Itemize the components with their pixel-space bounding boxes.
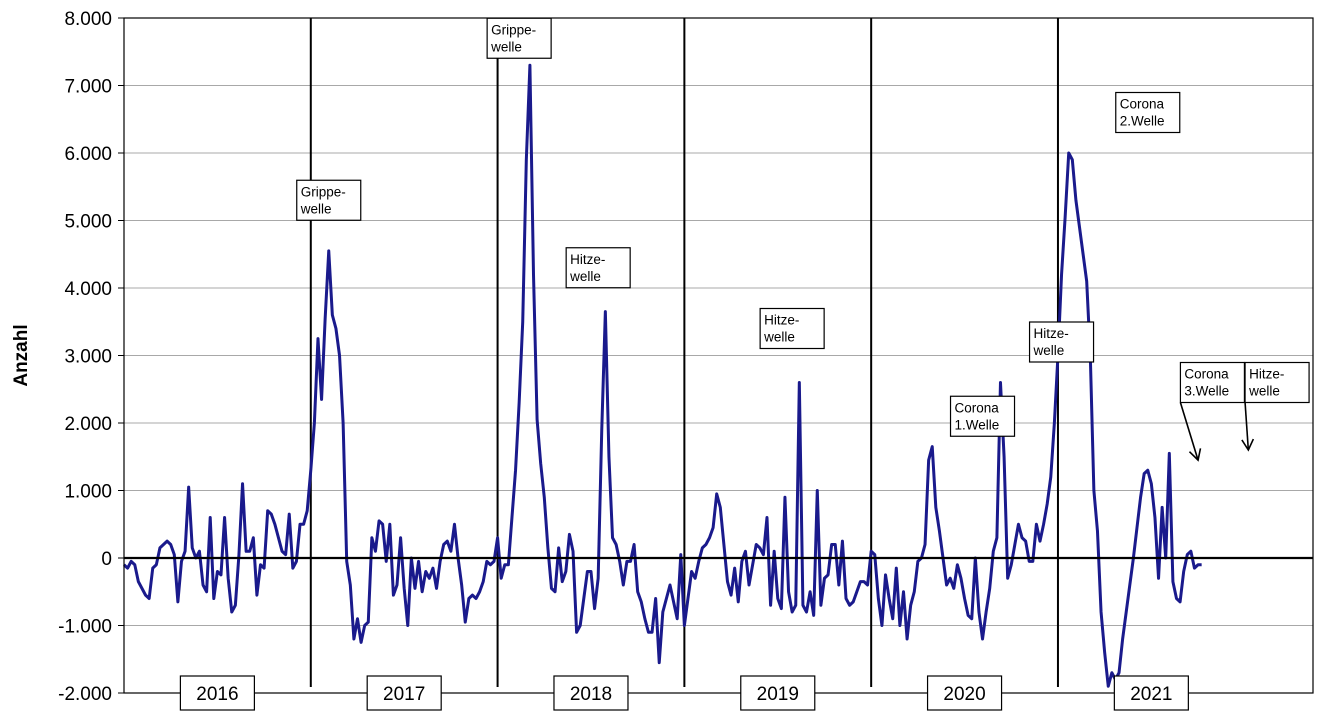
annotation-box xyxy=(296,179,362,221)
year-label: 2021 xyxy=(1130,684,1172,705)
year-label: 2018 xyxy=(570,684,612,705)
y-axis-ticks: 8.000 7.000 6.000 5.000 4.000 3.000 2.000 1.000… xyxy=(58,9,124,705)
annotation-text: welle xyxy=(763,330,795,345)
annotation-box xyxy=(1115,91,1181,134)
data-series xyxy=(122,63,1202,688)
annotation-text: Hitze- xyxy=(570,252,605,267)
annotation-text: 2.Welle xyxy=(1120,114,1165,129)
y-tick-label: 6.000 xyxy=(64,144,112,165)
annotation-text: Corona xyxy=(955,400,1000,415)
year-label: 2016 xyxy=(196,684,238,705)
annotation-text: welle xyxy=(300,201,332,216)
year-labels: 2016 2017 2018 2019 2020 2021 xyxy=(179,675,1189,711)
plot-frame xyxy=(123,17,1314,694)
annotation-box xyxy=(486,17,552,59)
annotation-box xyxy=(1028,321,1095,363)
annotation-box xyxy=(565,247,631,289)
y-tick-label: 5.000 xyxy=(64,212,112,233)
annotation-arrow xyxy=(1244,402,1250,451)
annotation-text: welle xyxy=(1248,384,1280,399)
y-tick-label: 0 xyxy=(101,549,112,570)
annotation-box xyxy=(1244,361,1310,404)
annotation-text: 1.Welle xyxy=(955,417,1000,432)
annotation-text: Hitze- xyxy=(1249,367,1284,382)
annotation-text: 3.Welle xyxy=(1184,384,1229,399)
annotation-text: Corona xyxy=(1120,97,1165,112)
annotation-arrow xyxy=(1179,402,1199,461)
year-label-box xyxy=(740,675,816,711)
annotation-text: Hitze- xyxy=(1034,326,1069,341)
y-tick-label: 7.000 xyxy=(64,77,112,98)
annotation-text: welle xyxy=(569,269,601,284)
annotation-box xyxy=(949,395,1016,437)
year-label: 2019 xyxy=(757,684,799,705)
y-tick-label: 2.000 xyxy=(64,414,112,435)
year-label-box xyxy=(1113,675,1189,711)
annotation-text: Hitze- xyxy=(764,313,799,328)
arrow-head-icon xyxy=(1241,438,1255,452)
y-axis-title: Anzahl xyxy=(11,324,32,386)
plot-border xyxy=(123,17,1314,694)
annotation-box xyxy=(759,307,825,350)
year-label: 2017 xyxy=(383,684,425,705)
year-label-box xyxy=(366,675,442,711)
annotations: Grippe-welle Grippe-welle Hitze-welle Hitze… xyxy=(296,17,1310,462)
annotation-text: Grippe- xyxy=(491,22,536,37)
year-label-box xyxy=(553,675,629,711)
y-tick-label: 8.000 xyxy=(64,9,112,30)
year-label-box xyxy=(179,675,255,711)
y-tick-label: 4.000 xyxy=(64,279,112,300)
year-label-box xyxy=(926,675,1003,711)
year-label: 2020 xyxy=(943,684,985,705)
arrow-head-icon xyxy=(1188,448,1202,462)
annotation-text: Grippe- xyxy=(301,184,346,199)
year-dividers xyxy=(309,18,1059,687)
annotation-text: welle xyxy=(490,39,522,54)
y-tick-label: 1.000 xyxy=(64,482,112,503)
series-line xyxy=(122,63,1202,688)
annotation-text: Corona xyxy=(1184,367,1229,382)
annotation-box xyxy=(1179,361,1246,404)
y-tick-label: -2.000 xyxy=(58,684,112,705)
y-tick-label: 3.000 xyxy=(64,347,112,368)
y-tick-label: -1.000 xyxy=(58,617,112,638)
annotation-text: welle xyxy=(1033,343,1065,358)
